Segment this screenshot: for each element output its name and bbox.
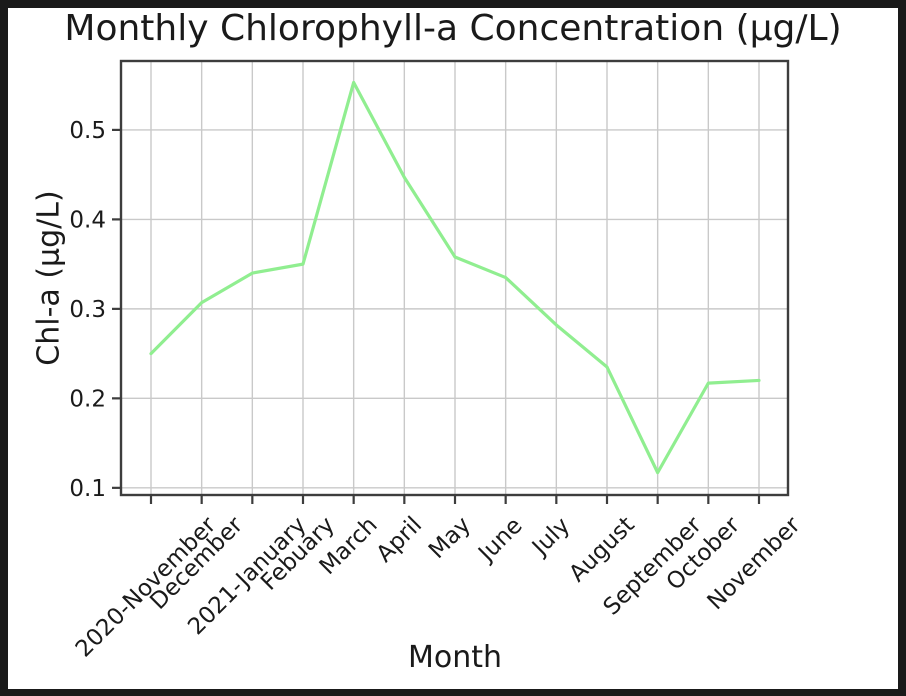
y-axis-label: Chl-a (μg/L) (31, 190, 67, 366)
y-tick-label: 0.2 (69, 386, 106, 412)
chlorophyll-line (149, 80, 761, 475)
y-tick-label: 0.1 (69, 476, 106, 502)
x-tick-label: July (526, 513, 575, 562)
y-tick-label: 0.3 (69, 297, 106, 323)
x-tick-label: June (472, 513, 527, 568)
y-tick-label: 0.4 (69, 207, 106, 233)
x-tick-label: May (424, 512, 476, 564)
x-axis-label: Month (407, 640, 503, 675)
chart-title: Monthly Chlorophyll-a Concentration (μg/… (64, 8, 842, 49)
y-tick-label: 0.5 (69, 118, 106, 144)
x-tick-label: 2020-November (71, 512, 222, 663)
x-tick-label: April (372, 512, 428, 568)
